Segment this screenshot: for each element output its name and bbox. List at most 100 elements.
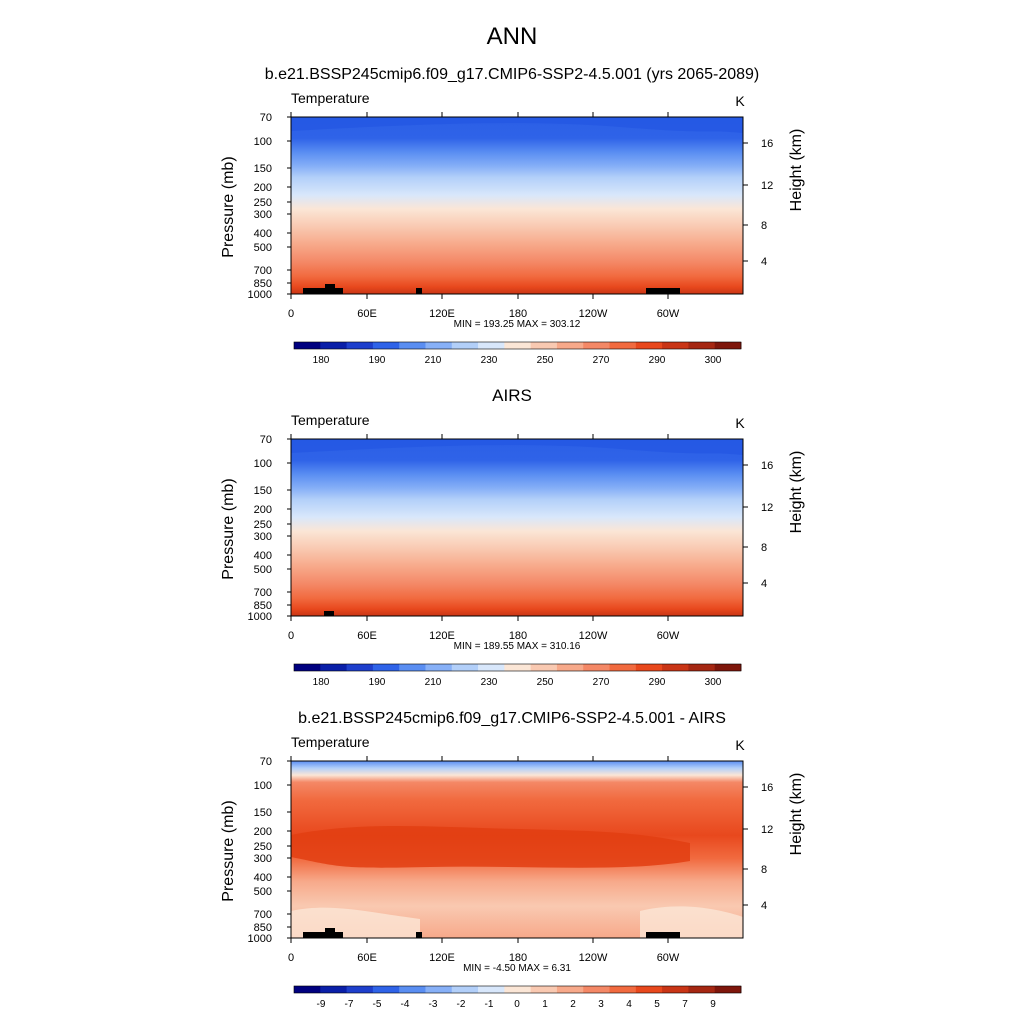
x-tick-label: 60W [657,952,680,964]
colorbar-swatch [425,986,453,993]
y-tick-label: 150 [254,485,272,497]
page-title: ANN [487,23,538,50]
min-max-stats: MIN = 189.55 MAX = 310.16 [454,641,581,652]
land-mask [416,932,422,938]
colorbar-swatch [530,342,558,349]
y-tick-label: 200 [254,504,272,516]
colorbar-swatch [425,664,453,671]
x-tick-label: 120W [579,630,608,642]
right-tick-label: 16 [761,782,773,794]
y-tick-label: 300 [254,853,272,865]
colorbar-label: 180 [313,355,330,366]
x-tick-label: 120W [579,308,608,320]
y-tick-label: 200 [254,826,272,838]
y-tick-label: 1000 [248,289,272,301]
colorbar-swatch [478,342,505,349]
colorbar-swatch [583,664,610,671]
colorbar-swatch [399,986,426,993]
contour-band [291,117,743,133]
x-tick-label: 180 [509,630,527,642]
x-tick-label: 120E [429,630,455,642]
colorbar-label: 290 [649,355,666,366]
y-tick-label: 200 [254,182,272,194]
y-tick-label: 250 [254,841,272,853]
contour-band [640,906,743,938]
x-tick-label: 180 [509,308,527,320]
colorbar-swatch [372,664,400,671]
y-tick-label: 300 [254,209,272,221]
colorbar-label: 250 [537,677,554,688]
colorbar-swatch [346,664,374,671]
colorbar-swatch [320,986,347,993]
colorbar-swatch [635,986,663,993]
y-tick-label: 700 [254,587,272,599]
colorbar-swatch [609,664,637,671]
right-tick-label: 8 [761,220,767,232]
right-tick-label: 16 [761,138,773,150]
colorbar-label: 5 [654,999,660,1010]
right-tick-label: 4 [761,256,767,268]
land-mask [646,932,680,938]
land-mask [303,288,343,294]
colorbar-label: 210 [425,355,442,366]
x-tick-label: 180 [509,952,527,964]
colorbar-frame [293,341,742,350]
colorbar-swatch [714,986,742,993]
y-tick-label: 100 [254,458,272,470]
panel-title: b.e21.BSSP245cmip6.f09_g17.CMIP6-SSP2-4.… [265,66,760,83]
y-tick-label: 150 [254,807,272,819]
colorbar-swatch [451,986,479,993]
colorbar-label: 0 [514,999,520,1010]
colorbar-swatch [399,664,426,671]
colorbar-label: 270 [593,677,610,688]
units-label: K [735,737,745,753]
panel-title: AIRS [492,386,532,405]
colorbar-swatch [556,986,584,993]
min-max-stats: MIN = 193.25 MAX = 303.12 [454,319,581,330]
y-tick-label: 700 [254,909,272,921]
colorbar-label: 190 [369,355,386,366]
colorbar-swatch [372,986,400,993]
y-tick-label: 850 [254,600,272,612]
colorbar-label: 210 [425,677,442,688]
plot-frame [290,116,744,295]
colorbar-label: 230 [481,355,498,366]
colorbar-label: 7 [682,999,688,1010]
variable-label: Temperature [291,412,370,428]
colorbar-swatch [662,342,689,349]
colorbar-swatch [635,664,663,671]
colorbar-label: 230 [481,677,498,688]
colorbar-swatch [583,986,610,993]
right-tick-label: 16 [761,460,773,472]
colorbar-swatch [688,342,716,349]
colorbar-label: 300 [705,677,722,688]
colorbar-swatch [346,342,374,349]
y-tick-label: 70 [260,756,272,768]
right-axis-label: Height (km) [788,451,805,534]
right-tick-label: 12 [761,502,773,514]
right-axis-label: Height (km) [788,773,805,856]
y-axis-label: Pressure (mb) [220,478,237,579]
y-tick-label: 100 [254,780,272,792]
colorbar-swatch [688,986,716,993]
colorbar-label: -7 [345,999,354,1010]
colorbar-swatch [714,342,742,349]
colorbar-swatch [478,664,505,671]
contour-band [291,826,690,868]
x-tick-label: 120E [429,308,455,320]
colorbar-label: 4 [626,999,632,1010]
panel-3: b.e21.BSSP245cmip6.f09_g17.CMIP6-SSP2-4.… [220,710,805,1010]
contour-band [291,439,743,455]
colorbar-swatch [609,342,637,349]
colorbar-label: -5 [373,999,382,1010]
right-tick-label: 8 [761,864,767,876]
right-tick-label: 12 [761,180,773,192]
colorbar-swatch [688,664,716,671]
x-tick-label: 60E [357,630,377,642]
colorbar-swatch [530,664,558,671]
contour-band [291,907,420,938]
units-label: K [735,415,745,431]
colorbar-label: 270 [593,355,610,366]
y-tick-label: 400 [254,872,272,884]
y-tick-label: 100 [254,136,272,148]
